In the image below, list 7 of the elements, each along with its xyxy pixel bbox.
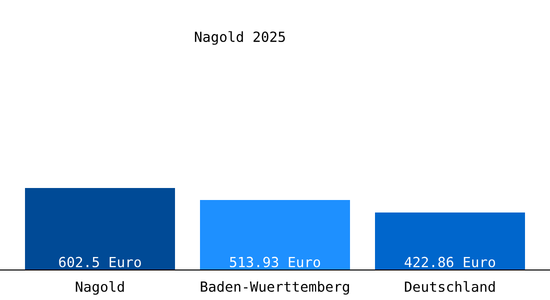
chart-title: Nagold 2025 [194, 31, 285, 45]
x-tick-label: Baden-Wuerttemberg [200, 281, 349, 295]
data-label: 602.5 Euro [59, 256, 141, 268]
data-label: 513.93 Euro [230, 256, 320, 268]
x-tick-label: Deutschland [404, 281, 495, 292]
data-label: 422.86 Euro [404, 256, 496, 268]
x-tick-label: Nagold [76, 281, 124, 295]
